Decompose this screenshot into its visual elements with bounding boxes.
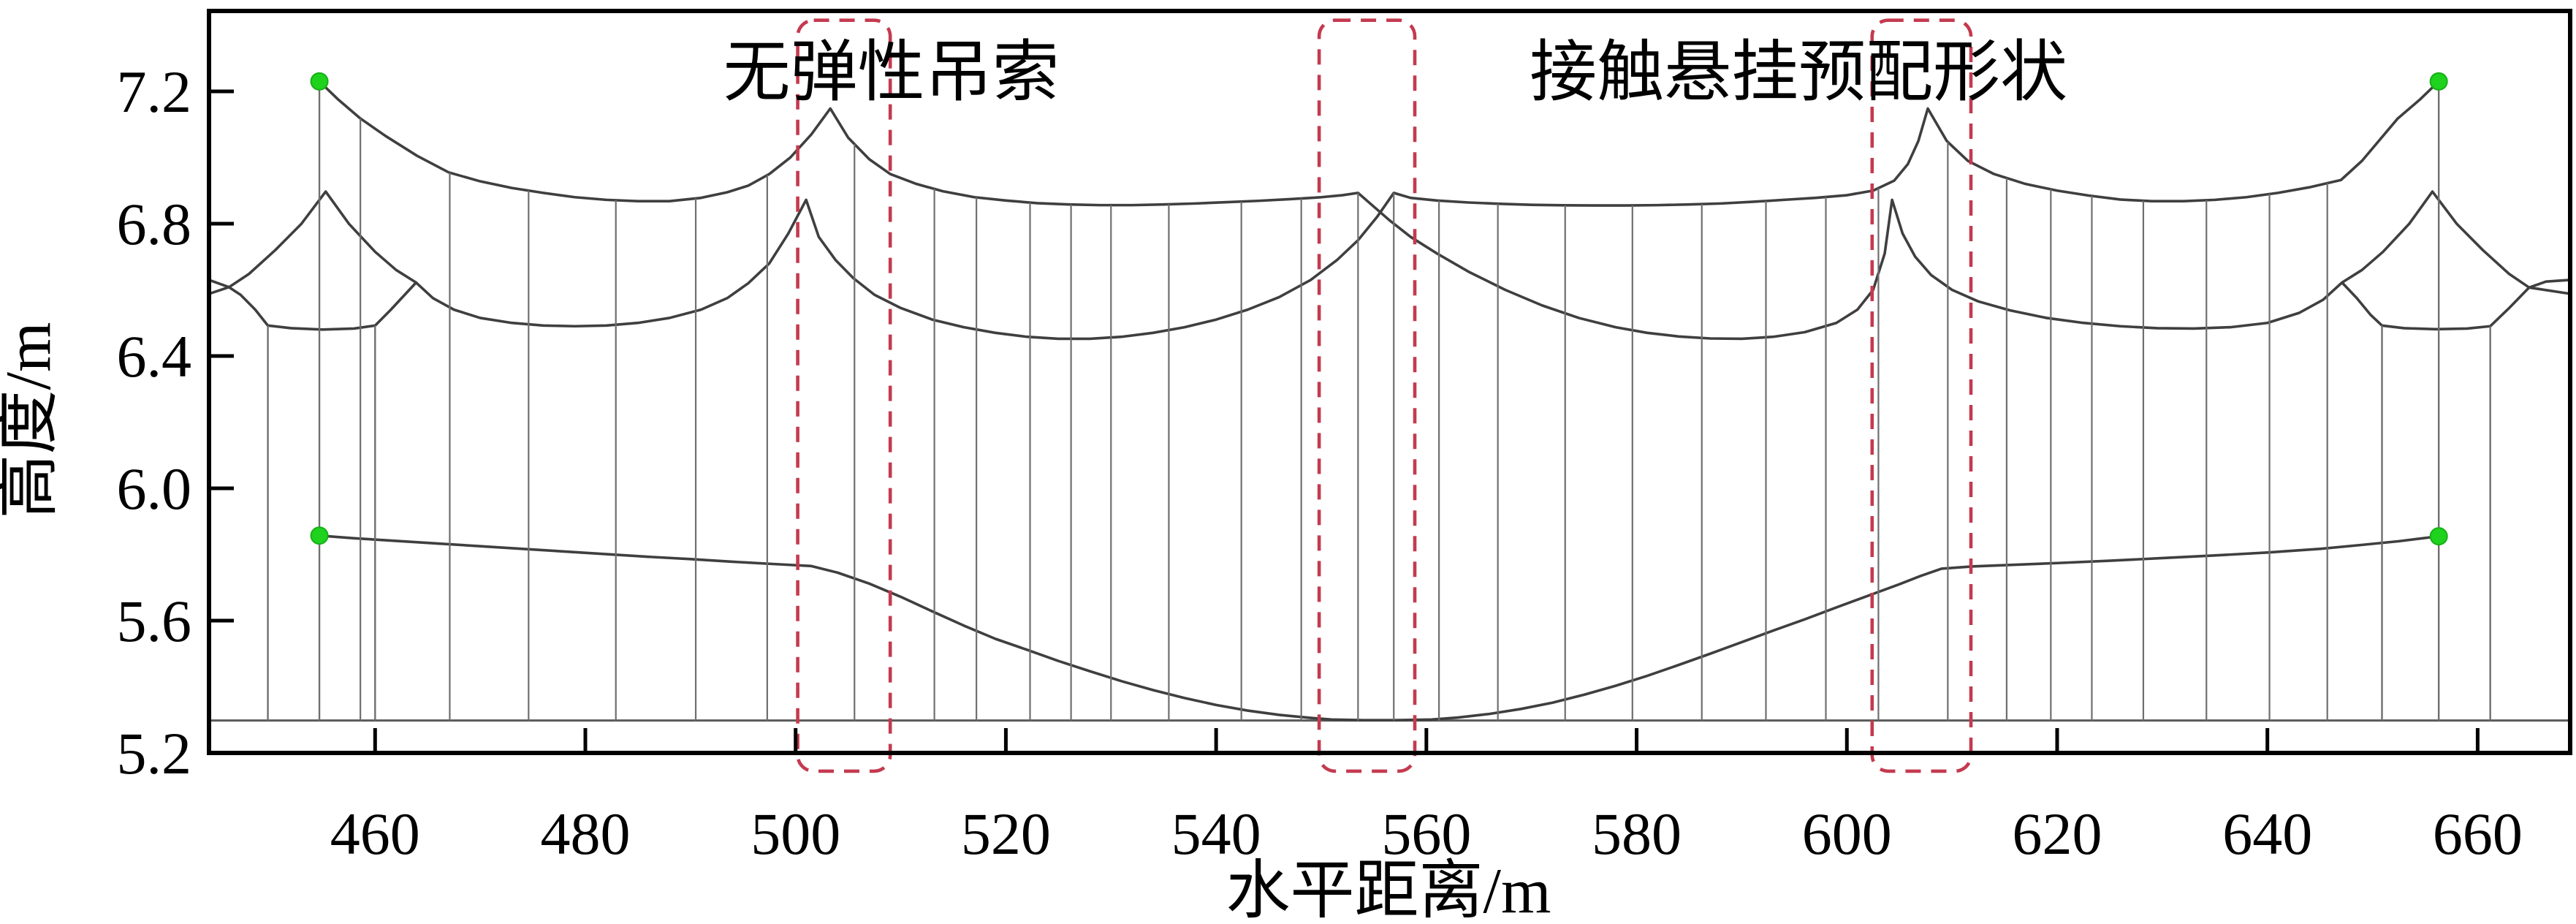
contact-wire-sagged-line: [318, 534, 2440, 722]
anchor-dot: [2429, 72, 2448, 91]
y-tick-label: 6.4: [117, 323, 192, 390]
y-axis-title: 高度/m: [0, 322, 64, 519]
anchor-dot: [2429, 527, 2448, 546]
highlight-box-2: [1317, 18, 1417, 773]
y-tick-label: 5.2: [117, 720, 192, 787]
messenger-wire-right-anchored-line: [208, 80, 2440, 341]
x-tick-label: 540: [1171, 800, 1261, 867]
anchor-structure-left-line: [208, 190, 418, 295]
highlight-box-3: [1870, 18, 1973, 773]
y-tick-label: 6.0: [117, 455, 192, 522]
x-tick-label: 480: [541, 800, 631, 867]
anchor-dot: [310, 72, 329, 91]
x-tick-label: 620: [2012, 800, 2102, 867]
x-tick-label: 560: [1381, 800, 1471, 867]
anchor-structure-right-line: [2341, 190, 2572, 295]
x-axis-title: 水平距离/m: [1226, 856, 1551, 924]
highlight-box-1: [796, 18, 892, 773]
x-tick-label: 520: [961, 800, 1051, 867]
x-tick-label: 600: [1802, 800, 1892, 867]
x-tick-label: 580: [1592, 800, 1682, 867]
y-tick-label: 6.8: [117, 191, 192, 257]
label-preset-shape: 接触悬挂预配形状: [1530, 35, 2067, 110]
anchor-dot: [310, 526, 329, 545]
y-tick-label: 5.6: [117, 588, 192, 654]
x-tick-label: 460: [330, 800, 420, 867]
x-tick-label: 660: [2433, 800, 2523, 867]
x-tick-label: 640: [2222, 800, 2312, 867]
x-tick-label: 500: [751, 800, 840, 867]
messenger-wire-left-anchored-line: [318, 80, 2572, 341]
plot-frame: [207, 9, 2572, 755]
y-tick-label: 7.2: [117, 58, 192, 125]
label-inelastic-dropper: 无弹性吊索: [723, 35, 1060, 110]
